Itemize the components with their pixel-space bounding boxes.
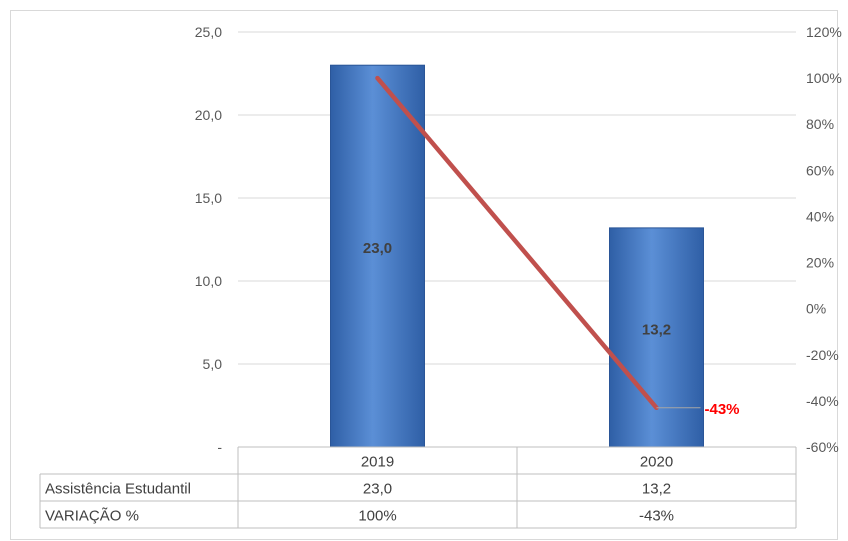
chart-frame bbox=[10, 10, 838, 540]
y-right-tick-label: 60% bbox=[806, 162, 834, 178]
data-labels: 23,0 13,2 -43% bbox=[363, 240, 740, 418]
data-table: 2019 2020 Assistência Estudantil 23,0 13,2 VA… bbox=[39, 446, 797, 529]
table-header-cell: 2020 bbox=[640, 454, 673, 471]
y-right-tick-label: 0% bbox=[806, 301, 826, 317]
y-left-tick-label: 25,0 bbox=[195, 24, 222, 40]
y-left-tick-label: 10,0 bbox=[195, 273, 222, 289]
highlight-data-label: -43% bbox=[705, 401, 740, 418]
y-right-tick-label: 100% bbox=[806, 70, 842, 86]
table-row-label: VARIAÇÃO % bbox=[45, 508, 139, 525]
bar bbox=[609, 227, 704, 448]
table-cell: 100% bbox=[358, 508, 396, 525]
table-row-label: Assistência Estudantil bbox=[45, 481, 191, 498]
y-left-tick-label: 20,0 bbox=[195, 107, 222, 123]
y-right-tick-label: -20% bbox=[806, 347, 839, 363]
y-right-tick-label: 20% bbox=[806, 255, 834, 271]
axis-ticks: - 5,0 10,0 15,0 20,0 25,0 -60% -40% -20% 0% 20% 40%… bbox=[195, 24, 842, 455]
table-cell: 13,2 bbox=[642, 481, 671, 498]
y-left-tick-label: 5,0 bbox=[203, 356, 223, 372]
bar bbox=[330, 64, 425, 448]
y-right-tick-label: -60% bbox=[806, 439, 839, 455]
bar-data-label: 13,2 bbox=[642, 321, 671, 338]
y-right-tick-label: -40% bbox=[806, 393, 839, 409]
bar-data-label: 23,0 bbox=[363, 240, 392, 257]
line-point bbox=[375, 76, 380, 81]
y-right-tick-label: 120% bbox=[806, 24, 842, 40]
line-series-variacao bbox=[375, 75, 659, 411]
table-header-cell: 2019 bbox=[361, 454, 394, 471]
y-right-tick-label: 80% bbox=[806, 116, 834, 132]
y-left-tick-label: - bbox=[217, 439, 222, 455]
table-cell: -43% bbox=[639, 508, 674, 525]
y-right-tick-label: 40% bbox=[806, 208, 834, 224]
bar-series bbox=[330, 64, 704, 448]
y-left-tick-label: 15,0 bbox=[195, 190, 222, 206]
table-cell: 23,0 bbox=[363, 481, 392, 498]
